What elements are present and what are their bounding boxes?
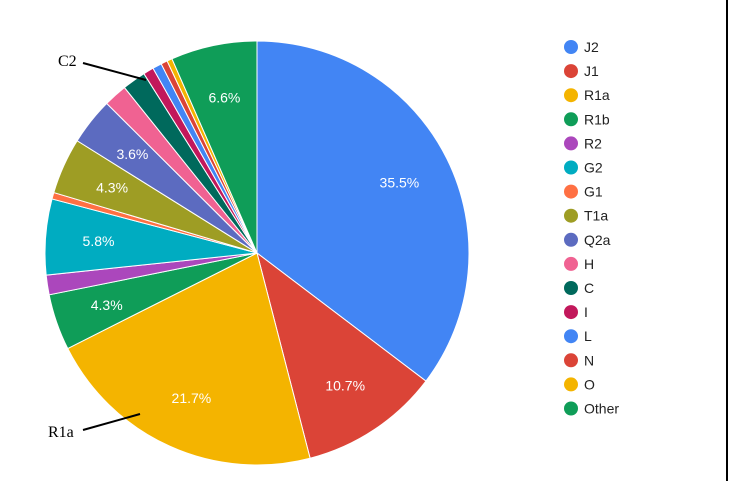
legend-swatch-g2 — [564, 160, 578, 175]
pie-slice-other — [171, 40, 258, 254]
legend-label-o: O — [584, 376, 595, 392]
legend-label-r1b: R1b — [584, 111, 610, 127]
pie-slice-labels: 35.5% 10.7% 21.7% 4.3% 5.8% 4.3% 3.6% 6.6% — [83, 89, 420, 405]
legend-swatch-n — [564, 353, 578, 368]
legend-swatch-o — [564, 377, 578, 392]
legend-label-j1: J1 — [584, 63, 599, 79]
pie-slice-j2 — [256, 40, 470, 382]
legend-swatch-other — [564, 401, 578, 416]
callout-r1a-label: R1a — [48, 424, 74, 441]
pie-slice-j1 — [256, 251, 427, 459]
callout-c2-line — [82, 62, 147, 81]
slice-label-t1a: 4.3% — [96, 180, 128, 196]
legend-label-g1: G1 — [584, 184, 603, 200]
slice-label-j1: 10.7% — [325, 377, 365, 393]
right-border-line — [726, 0, 728, 481]
slice-label-r1b: 4.3% — [91, 297, 123, 313]
legend-swatch-j2 — [564, 40, 578, 54]
legend-label-r1a: R1a — [584, 87, 610, 103]
slice-label-other: 6.6% — [208, 89, 240, 105]
legend-label-i: I — [584, 304, 588, 320]
legend-swatch-h — [564, 256, 578, 271]
slice-label-g2: 5.8% — [83, 233, 115, 249]
legend-label-g2: G2 — [584, 160, 603, 176]
legend-label-q2a: Q2a — [584, 232, 611, 248]
legend-swatch-i — [564, 305, 578, 320]
legend-label-r2: R2 — [584, 135, 602, 151]
legend-label-j2: J2 — [584, 39, 599, 55]
legend-label-l: L — [584, 328, 592, 344]
legend-swatch-r1b — [564, 112, 578, 127]
legend-swatch-r2 — [564, 136, 578, 151]
legend-label-c: C — [584, 280, 594, 296]
slice-label-j2: 35.5% — [380, 174, 420, 190]
pie-slices — [44, 40, 470, 466]
pie-slice-r1a — [67, 252, 311, 466]
legend-label-t1a: T1a — [584, 208, 608, 224]
slice-label-q2a: 3.6% — [116, 146, 148, 162]
legend-swatch-t1a — [564, 208, 578, 223]
legend-label-n: N — [584, 352, 594, 368]
legend-swatch-c — [564, 281, 578, 295]
callout-c2-label: C2 — [58, 53, 77, 70]
callout-r1a-line — [82, 413, 141, 431]
legend-label-h: H — [584, 256, 594, 272]
legend-swatch-j1 — [564, 64, 578, 79]
callouts: C2 R1a — [48, 53, 147, 441]
legend-swatch-q2a — [564, 232, 578, 247]
legend-swatch-g1 — [564, 184, 578, 199]
legend-swatch-l — [564, 329, 578, 344]
slice-label-r1a: 21.7% — [172, 390, 212, 406]
legend-label-other: Other — [584, 401, 619, 417]
legend-swatch-r1a — [564, 88, 578, 103]
